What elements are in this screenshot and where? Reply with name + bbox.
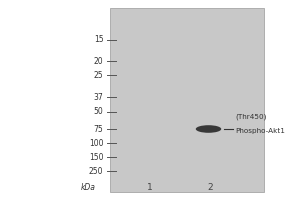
Text: 20: 20 xyxy=(94,56,104,66)
Text: 15: 15 xyxy=(94,36,104,45)
Text: 250: 250 xyxy=(89,166,103,176)
Ellipse shape xyxy=(196,125,221,133)
Text: 1: 1 xyxy=(147,182,153,192)
Text: 37: 37 xyxy=(94,92,103,102)
Text: kDa: kDa xyxy=(81,182,96,192)
Text: (Thr450): (Thr450) xyxy=(236,114,267,120)
Text: 75: 75 xyxy=(94,124,103,134)
Text: 25: 25 xyxy=(94,71,104,79)
Text: Phospho-Akt1: Phospho-Akt1 xyxy=(236,128,285,134)
Text: 50: 50 xyxy=(94,108,103,116)
Text: 100: 100 xyxy=(89,138,103,148)
Bar xyxy=(110,8,264,192)
Text: 150: 150 xyxy=(89,152,103,162)
Text: 2: 2 xyxy=(207,182,213,192)
